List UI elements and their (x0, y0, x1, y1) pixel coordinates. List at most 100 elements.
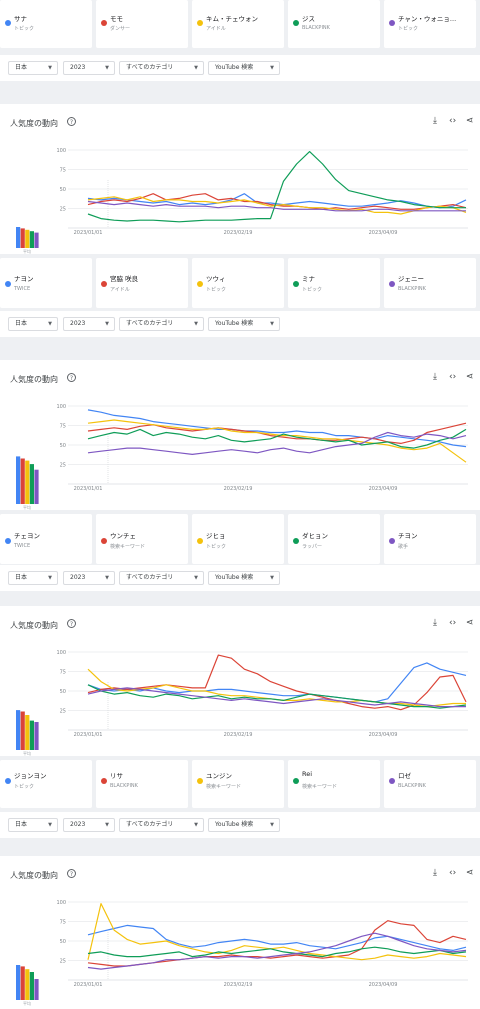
y-tick-label: 75 (60, 424, 66, 430)
term-card[interactable]: ジヒョ トピック (192, 514, 284, 564)
chevron-down-icon: ▼ (194, 321, 198, 327)
series-color-dot (101, 281, 107, 287)
term-card[interactable]: ジョンヨン トピック (0, 760, 92, 808)
help-icon[interactable]: ? (67, 619, 76, 628)
download-icon[interactable]: ⤓ (433, 868, 437, 878)
region-filter[interactable]: 日本 ▼ (8, 818, 58, 832)
download-icon[interactable]: ⤓ (433, 116, 437, 126)
embed-code-icon[interactable]: ‹› (449, 372, 457, 382)
help-icon[interactable]: ? (67, 373, 76, 382)
term-card[interactable]: 宮脇 咲良 アイドル (96, 258, 188, 308)
chevron-down-icon: ▼ (48, 575, 52, 581)
chevron-down-icon: ▼ (270, 65, 274, 71)
y-tick-label: 75 (60, 920, 66, 926)
term-card[interactable]: チヨン 歌手 (384, 514, 476, 564)
embed-code-icon[interactable]: ‹› (449, 868, 457, 878)
term-name: ジス (302, 15, 315, 23)
term-name: チヨン (398, 532, 418, 540)
filter-value: 2023 (70, 821, 86, 828)
term-card[interactable]: ツウィ トピック (192, 258, 284, 308)
term-row-0: サナ トピック モモ ダンサー キム・チェウォン アイドル ジス BLACKPINK チャン・ウ… (0, 0, 480, 48)
term-card[interactable]: リサ BLACKPINK (96, 760, 188, 808)
year-filter[interactable]: 2023 ▼ (63, 818, 115, 832)
region-filter[interactable]: 日本 ▼ (8, 317, 58, 331)
term-name: ジョンヨン (14, 772, 47, 780)
series-color-dot (5, 281, 11, 287)
chevron-down-icon: ▼ (48, 65, 52, 71)
category-filter[interactable]: すべてのカテゴリ ▼ (119, 571, 204, 585)
term-card[interactable]: ナヨン TWICE (0, 258, 92, 308)
share-icon[interactable]: ⋖ (466, 116, 474, 126)
y-tick-label: 50 (60, 689, 66, 695)
term-card[interactable]: チャン・ウォニョ... トピック (384, 0, 476, 48)
term-card[interactable]: Rei 検索キーワード (288, 760, 380, 808)
term-name: ウンチェ (110, 532, 136, 540)
y-tick-label: 75 (60, 168, 66, 174)
region-filter[interactable]: 日本 ▼ (8, 61, 58, 75)
term-card[interactable]: ジェニー BLACKPINK (384, 258, 476, 308)
y-tick-label: 25 (60, 709, 66, 715)
term-card[interactable]: キム・チェウォン アイドル (192, 0, 284, 48)
chevron-down-icon: ▼ (48, 822, 52, 828)
series-color-dot (197, 538, 203, 544)
year-filter[interactable]: 2023 ▼ (63, 317, 115, 331)
category-filter[interactable]: すべてのカテゴリ ▼ (119, 61, 204, 75)
term-subtitle: 検索キーワード (302, 784, 338, 790)
filter-value: 日本 (15, 821, 28, 828)
series-line (87, 924, 467, 952)
embed-code-icon[interactable]: ‹› (449, 618, 457, 628)
help-icon[interactable]: ? (67, 117, 76, 126)
x-tick-label: 2023/04/09 (369, 732, 398, 738)
term-card[interactable]: チェヨン TWICE (0, 514, 92, 564)
help-icon[interactable]: ? (67, 869, 76, 878)
term-subtitle: トピック (206, 544, 227, 550)
source-filter[interactable]: YouTube 検索 ▼ (208, 317, 280, 331)
region-filter[interactable]: 日本 ▼ (8, 571, 58, 585)
x-tick-label: 2023/01/01 (74, 486, 103, 492)
y-tick-label: 50 (60, 443, 66, 449)
term-card[interactable]: サナ トピック (0, 0, 92, 48)
term-card[interactable]: ジス BLACKPINK (288, 0, 380, 48)
category-filter[interactable]: すべてのカテゴリ ▼ (119, 818, 204, 832)
year-filter[interactable]: 2023 ▼ (63, 61, 115, 75)
series-line (87, 419, 467, 463)
term-subtitle: 検索キーワード (110, 544, 146, 550)
series-line (87, 196, 467, 215)
average-bar (20, 458, 25, 504)
embed-code-icon[interactable]: ‹› (449, 116, 457, 126)
panel-title: 人気度の動向 (10, 621, 58, 630)
term-card[interactable]: ウンチェ検索キーワード (96, 514, 188, 564)
x-tick-label: 2023/01/01 (74, 732, 103, 738)
share-icon[interactable]: ⋖ (466, 372, 474, 382)
x-tick-label: 2023/02/19 (224, 732, 253, 738)
x-tick-label: 2023/02/19 (224, 982, 253, 988)
term-card[interactable]: ダヒョン ラッパー (288, 514, 380, 564)
term-card[interactable]: モモ ダンサー (96, 0, 188, 48)
source-filter[interactable]: YouTube 検索 ▼ (208, 61, 280, 75)
source-filter[interactable]: YouTube 検索 ▼ (208, 818, 280, 832)
category-filter[interactable]: すべてのカテゴリ ▼ (119, 317, 204, 331)
term-card[interactable]: ミナ トピック (288, 258, 380, 308)
term-card[interactable]: ユンジン 検索キーワード (192, 760, 284, 808)
trend-chart: 25 50 75 100 2023/01/01 2023/02/19 2023/04/09 平… (16, 650, 468, 756)
share-icon[interactable]: ⋖ (466, 868, 474, 878)
series-color-dot (293, 538, 299, 544)
term-subtitle: 歌手 (398, 544, 409, 550)
year-filter[interactable]: 2023 ▼ (63, 571, 115, 585)
average-bar (20, 228, 25, 248)
term-card[interactable]: ロゼ BLACKPINK (384, 760, 476, 808)
term-name: チャン・ウォニョ... (398, 15, 457, 23)
download-icon[interactable]: ⤓ (433, 372, 437, 382)
term-subtitle: BLACKPINK (110, 783, 138, 789)
average-bar (34, 469, 39, 504)
share-icon[interactable]: ⋖ (466, 618, 474, 628)
source-filter[interactable]: YouTube 検索 ▼ (208, 571, 280, 585)
average-bar (20, 711, 25, 750)
download-icon[interactable]: ⤓ (433, 618, 437, 628)
trend-chart: 25 50 75 100 2023/01/01 2023/02/19 2023/04/09 平… (16, 900, 468, 1006)
term-row-3: ジョンヨン トピック リサ BLACKPINK ユンジン 検索キーワード Rei 検索キーワー… (0, 760, 480, 808)
trend-panel-2: 人気度の動向? ⤓ ‹› ⋖ 25 50 75 100 2023/01/01 2023/02/19… (0, 360, 480, 510)
term-name: サナ (14, 15, 27, 23)
term-subtitle: 検索キーワード (206, 784, 242, 790)
average-bar (25, 715, 30, 750)
